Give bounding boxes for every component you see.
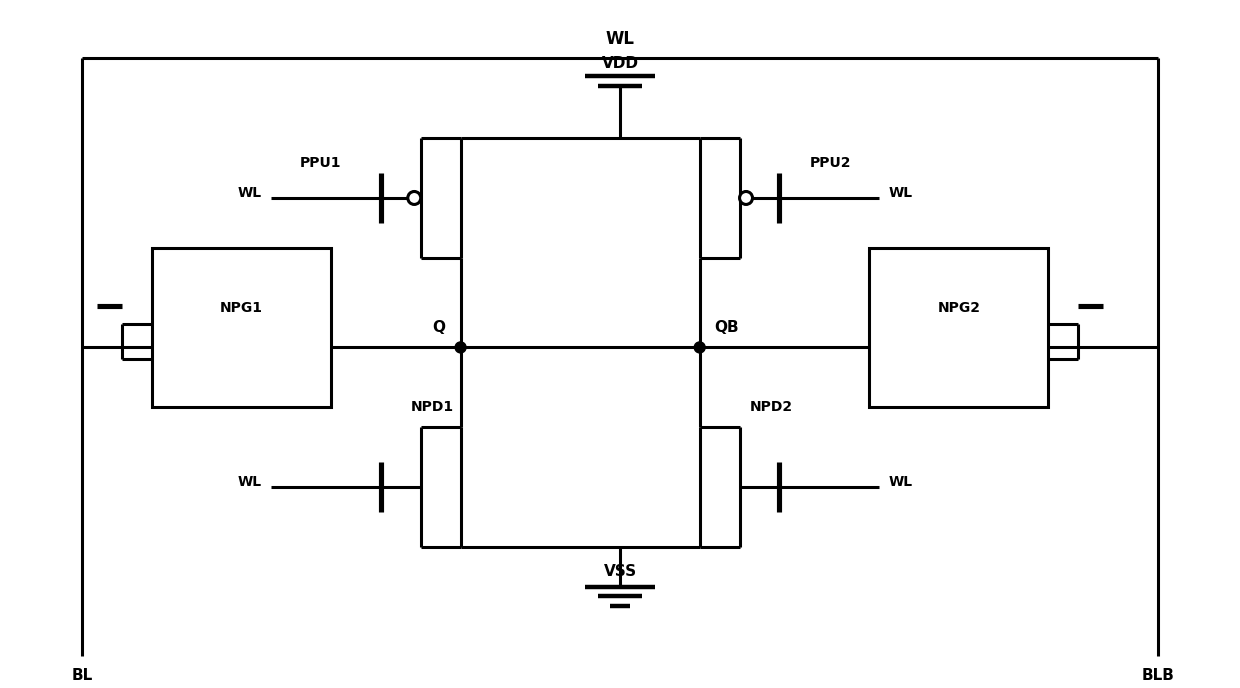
Circle shape: [739, 191, 753, 204]
Text: NPD2: NPD2: [749, 400, 792, 414]
Text: WL: WL: [605, 30, 635, 47]
Text: BLB: BLB: [1142, 668, 1174, 683]
Circle shape: [408, 191, 420, 204]
Bar: [869, 248, 1048, 407]
Text: BL: BL: [72, 668, 93, 683]
Text: NPG1: NPG1: [219, 301, 263, 314]
Text: WL: WL: [237, 475, 262, 489]
Bar: [151, 248, 331, 407]
Text: VDD: VDD: [601, 56, 639, 71]
Text: NPG2: NPG2: [937, 301, 981, 314]
Text: WL: WL: [237, 186, 262, 200]
Text: NPD1: NPD1: [410, 400, 454, 414]
Text: WL: WL: [889, 186, 913, 200]
Text: VSS: VSS: [604, 564, 636, 579]
Text: Q: Q: [433, 320, 445, 335]
Circle shape: [694, 342, 706, 353]
Text: WL: WL: [889, 475, 913, 489]
Text: PPU1: PPU1: [300, 156, 341, 170]
Circle shape: [455, 342, 466, 353]
Text: PPU2: PPU2: [810, 156, 851, 170]
Text: QB: QB: [714, 320, 739, 335]
